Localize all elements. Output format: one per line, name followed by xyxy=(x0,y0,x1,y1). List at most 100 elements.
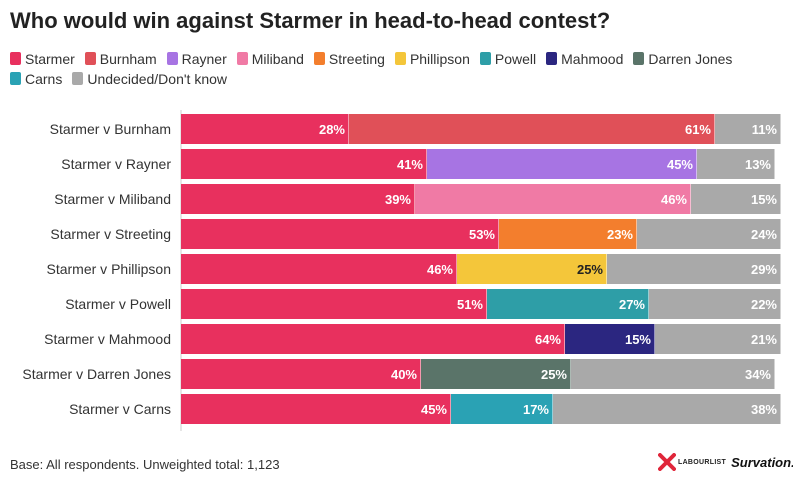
bar-starmer xyxy=(181,289,487,319)
category-label: Starmer v Carns xyxy=(69,401,171,417)
data-label: 15% xyxy=(625,332,651,347)
category-label: Starmer v Burnham xyxy=(50,121,171,137)
legend-swatch xyxy=(10,52,21,65)
data-label: 61% xyxy=(685,122,711,137)
legend-label: Carns xyxy=(25,70,63,87)
data-label: 28% xyxy=(319,122,345,137)
category-label: Starmer v Rayner xyxy=(61,156,171,172)
bar-undecided xyxy=(649,289,781,319)
legend-swatch xyxy=(10,72,21,85)
bar-starmer xyxy=(181,149,427,179)
data-label: 51% xyxy=(457,297,483,312)
legend-swatch xyxy=(313,52,325,65)
data-label: 53% xyxy=(469,227,495,242)
data-label: 25% xyxy=(541,367,567,382)
survation-logo-text: Survation. xyxy=(731,454,793,470)
bar-undecided xyxy=(637,219,781,249)
bar-starmer xyxy=(181,184,415,214)
legend-label: Starmer xyxy=(25,50,75,67)
bar-starmer xyxy=(181,394,451,424)
bar-starmer xyxy=(181,114,349,144)
base-note: Base: All respondents. Unweighted total:… xyxy=(10,457,280,472)
legend-label: Undecided/Don't know xyxy=(87,70,228,87)
category-label: Starmer v Phillipson xyxy=(47,261,172,277)
bar-undecided xyxy=(553,394,781,424)
bar-challenger xyxy=(457,254,607,284)
data-label: 24% xyxy=(751,227,777,242)
labourlist-logo-text: LABOURLIST xyxy=(678,458,727,466)
legend-label: Mahmood xyxy=(561,50,624,67)
bar-challenger xyxy=(487,289,649,319)
bar-challenger xyxy=(421,359,571,389)
legend-item: Darren Jones xyxy=(633,50,732,67)
chart-legend: Starmer Burnham Rayner Miliband Streeting Phi… xyxy=(10,50,770,87)
legend-label: Rayner xyxy=(181,50,227,67)
bar-undecided xyxy=(571,359,775,389)
bar-challenger xyxy=(427,149,697,179)
category-label: Starmer v Miliband xyxy=(54,191,171,207)
legend-swatch xyxy=(84,52,96,65)
legend-swatch xyxy=(633,52,645,65)
data-label: 34% xyxy=(745,367,771,382)
data-label: 22% xyxy=(751,297,777,312)
data-label: 21% xyxy=(751,332,777,347)
category-label: Starmer v Mahmood xyxy=(44,331,171,347)
bar-challenger xyxy=(415,184,691,214)
bar-undecided xyxy=(697,149,775,179)
legend-item: Powell xyxy=(479,50,537,67)
data-label: 45% xyxy=(421,402,447,417)
data-label: 46% xyxy=(661,192,687,207)
legend-swatch xyxy=(166,52,178,65)
brand-logos: LABOURLIST Survation. xyxy=(658,453,793,471)
category-label: Starmer v Powell xyxy=(65,296,171,312)
data-label: 39% xyxy=(385,192,411,207)
legend-label: Burnham xyxy=(99,50,157,67)
data-label: 38% xyxy=(751,402,777,417)
data-label: 29% xyxy=(751,262,777,277)
legend-item: Starmer xyxy=(10,50,75,67)
data-label: 13% xyxy=(745,157,771,172)
legend-item: Phillipson xyxy=(394,50,470,67)
bar-starmer xyxy=(181,324,565,354)
bar-undecided xyxy=(607,254,781,284)
data-label: 27% xyxy=(619,297,645,312)
bar-starmer xyxy=(181,219,499,249)
data-label: 25% xyxy=(577,262,603,277)
legend-swatch xyxy=(394,52,406,65)
bar-undecided xyxy=(655,324,781,354)
legend-item: Miliband xyxy=(236,50,304,67)
data-label: 23% xyxy=(607,227,633,242)
bar-challenger xyxy=(565,324,655,354)
bar-challenger xyxy=(499,219,637,249)
bar-undecided xyxy=(715,114,781,144)
data-label: 45% xyxy=(667,157,693,172)
legend-label: Darren Jones xyxy=(648,50,733,67)
legend-label: Phillipson xyxy=(409,50,470,67)
data-label: 41% xyxy=(397,157,423,172)
legend-item: Streeting xyxy=(313,50,385,67)
bar-starmer xyxy=(181,254,457,284)
legend-swatch xyxy=(546,52,558,65)
legend-swatch xyxy=(72,72,84,85)
data-label: 40% xyxy=(391,367,417,382)
legend-item: Mahmood xyxy=(546,50,623,67)
legend-label: Powell xyxy=(494,50,537,67)
bar-challenger xyxy=(451,394,553,424)
data-label: 15% xyxy=(751,192,777,207)
legend-item: Undecided/Don't know xyxy=(72,70,227,87)
bar-undecided xyxy=(691,184,781,214)
legend-swatch xyxy=(236,52,248,65)
category-label: Starmer v Darren Jones xyxy=(22,366,171,382)
data-label: 46% xyxy=(427,262,453,277)
labourlist-logo-icon xyxy=(658,453,676,471)
bar-challenger xyxy=(349,114,715,144)
legend-swatch xyxy=(479,52,491,65)
data-label: 11% xyxy=(752,122,778,137)
legend-item: Burnham xyxy=(84,50,157,67)
data-label: 17% xyxy=(523,402,549,417)
legend-item: Carns xyxy=(10,70,62,87)
legend-label: Streeting xyxy=(328,50,385,67)
legend-item: Rayner xyxy=(166,50,227,67)
data-label: 64% xyxy=(535,332,561,347)
